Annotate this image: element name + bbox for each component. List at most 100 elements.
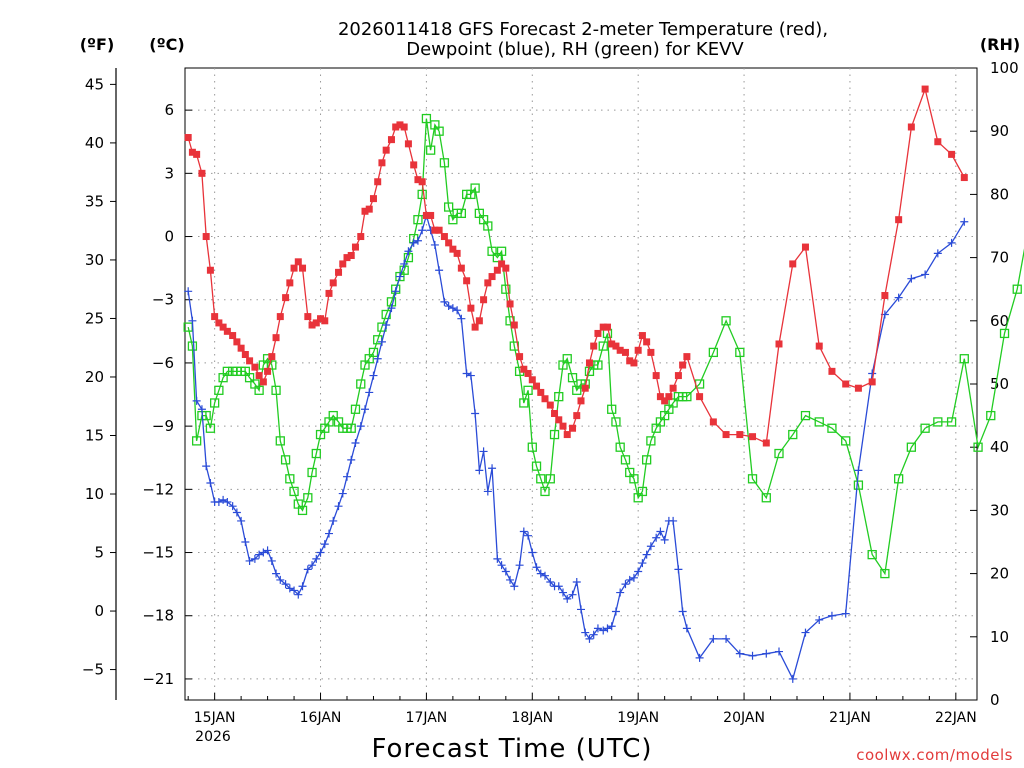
temperature-point xyxy=(630,359,638,367)
dewpoint-point xyxy=(312,554,321,563)
rh-point xyxy=(346,423,356,433)
temperature-point xyxy=(762,439,770,447)
rh-point xyxy=(527,442,537,452)
rh-point xyxy=(421,113,432,124)
rh-tick-label: 40 xyxy=(990,438,1009,456)
rh-point xyxy=(443,202,454,212)
dewpoint-point xyxy=(960,217,969,226)
temperature-point xyxy=(286,279,294,287)
dewpoint-point xyxy=(611,607,620,616)
rh-point xyxy=(285,474,295,484)
temperature-point xyxy=(484,279,492,287)
temperature-point xyxy=(404,140,412,148)
temperature-point xyxy=(233,338,241,346)
temperature-point xyxy=(828,367,836,375)
temperature-point xyxy=(317,315,325,323)
dewpoint-point xyxy=(674,565,683,574)
rh-line xyxy=(187,118,1024,576)
x-tick-label: 15JAN xyxy=(194,710,236,726)
temperature-point xyxy=(193,150,201,158)
celsius-tick-label: −9 xyxy=(152,417,174,435)
rh-point xyxy=(788,429,798,440)
dewpoint-point xyxy=(457,314,466,323)
dewpoint-point xyxy=(259,548,268,557)
fahrenheit-tick-label: 20 xyxy=(85,368,104,386)
dewpoint-point xyxy=(197,405,206,414)
rh-tick-label: 20 xyxy=(990,565,1009,583)
dewpoint-point xyxy=(506,575,515,584)
dewpoint-point xyxy=(192,396,201,405)
dewpoint-point xyxy=(430,240,439,249)
rh-tick-label: 100 xyxy=(990,59,1019,77)
rh-point xyxy=(413,215,423,225)
rh-point xyxy=(531,461,542,471)
rh-point xyxy=(417,189,427,200)
temperature-point xyxy=(528,376,536,384)
dewpoint-point xyxy=(577,605,585,614)
dewpoint-point xyxy=(334,502,343,511)
temperature-point xyxy=(463,277,471,285)
temperature-point xyxy=(449,245,457,253)
rh-point xyxy=(311,448,321,459)
fahrenheit-tick-label: 35 xyxy=(85,192,104,210)
temperature-point xyxy=(471,323,479,331)
dewpoint-point xyxy=(320,540,329,549)
dewpoint-point xyxy=(400,259,409,268)
dewpoint-point xyxy=(815,615,824,624)
dewpoint-point xyxy=(532,563,541,572)
temperature-point xyxy=(524,369,532,377)
temperature-point xyxy=(290,264,298,272)
temperature-point xyxy=(475,317,483,325)
rh-point xyxy=(761,493,771,503)
fahrenheit-tick-label: 30 xyxy=(85,251,104,269)
dewpoint-point xyxy=(471,409,480,418)
temperature-point xyxy=(621,348,629,356)
temperature-point xyxy=(581,384,589,392)
chart-title-line-2: Dewpoint (blue), RH (green) for KEVV xyxy=(406,39,744,60)
temperature-point xyxy=(775,340,783,348)
dewpoint-point xyxy=(868,369,877,378)
temperature-point xyxy=(537,388,545,396)
dewpoint-point xyxy=(475,466,484,475)
rh-point xyxy=(607,404,617,414)
dewpoint-point xyxy=(519,527,528,536)
rh-point xyxy=(593,360,603,370)
temperature-point xyxy=(206,266,214,274)
rh-point xyxy=(280,455,291,465)
temperature-point xyxy=(276,313,284,321)
rh-point xyxy=(747,474,758,484)
fahrenheit-tick-label: 25 xyxy=(85,309,104,327)
rh-point xyxy=(646,436,656,446)
rh-point xyxy=(368,347,379,358)
rh-point xyxy=(209,398,220,408)
temperature-point xyxy=(198,169,206,177)
dewpoint-point xyxy=(748,651,757,660)
rh-point xyxy=(267,360,277,370)
rh-tick-label: 0 xyxy=(990,691,1000,709)
celsius-tick-label: −12 xyxy=(142,480,174,498)
rh-series xyxy=(183,113,1024,579)
dewpoint-point xyxy=(497,561,506,570)
dewpoint-point xyxy=(435,266,444,275)
year-label: 2026 xyxy=(195,729,231,745)
dewpoint-point xyxy=(682,624,691,633)
dewpoint-point xyxy=(629,573,638,582)
dewpoint-point xyxy=(660,535,669,544)
dewpoint-point xyxy=(263,546,272,555)
temperature-point xyxy=(339,260,347,268)
temperature-point xyxy=(351,243,359,251)
temperature-point xyxy=(674,372,682,380)
dewpoint-point xyxy=(616,588,625,597)
temperature-point xyxy=(237,344,245,352)
dewpoint-point xyxy=(788,674,797,683)
temperature-point xyxy=(801,243,809,251)
rh-point xyxy=(814,417,824,427)
temperature-point xyxy=(387,136,395,144)
rh-point xyxy=(523,385,533,395)
dewpoint-point xyxy=(894,293,903,302)
rh-point xyxy=(356,379,366,389)
temperature-point xyxy=(414,176,422,184)
dewpoint-point xyxy=(589,630,598,639)
dewpoint-point xyxy=(228,502,237,511)
rh-point xyxy=(439,158,450,168)
